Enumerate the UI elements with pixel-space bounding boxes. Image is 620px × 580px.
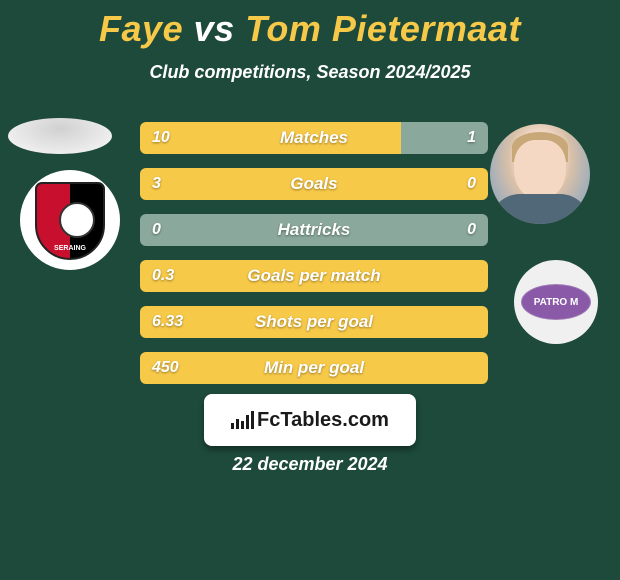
stat-value-left: 3 bbox=[152, 168, 161, 200]
stat-label: Goals per match bbox=[140, 260, 488, 292]
logo-bar-icon bbox=[236, 419, 239, 429]
subtitle: Club competitions, Season 2024/2025 bbox=[0, 62, 620, 83]
date-text: 22 december 2024 bbox=[0, 454, 620, 475]
comparison-card: Faye vs Tom Pietermaat Club competitions… bbox=[0, 0, 620, 580]
stat-value-left: 450 bbox=[152, 352, 179, 384]
stat-row: Goals per match0.3 bbox=[140, 260, 488, 292]
stat-value-left: 10 bbox=[152, 122, 170, 154]
shield-inner-circle bbox=[59, 202, 95, 238]
player1-name: Faye bbox=[99, 8, 183, 49]
player1-club-badge: SERAING bbox=[20, 170, 120, 270]
stat-label: Hattricks bbox=[140, 214, 488, 246]
vs-text: vs bbox=[194, 8, 235, 49]
player2-name: Tom Pietermaat bbox=[245, 8, 521, 49]
stat-row: Hattricks0 0 bbox=[140, 214, 488, 246]
avatar-body-icon bbox=[490, 194, 590, 224]
avatar-face-icon bbox=[514, 140, 566, 200]
page-title: Faye vs Tom Pietermaat bbox=[0, 0, 620, 50]
seraing-badge-icon: SERAING bbox=[30, 180, 110, 260]
player1-avatar bbox=[8, 118, 112, 154]
logo-bar-icon bbox=[241, 421, 244, 429]
stat-value-left: 0.3 bbox=[152, 260, 174, 292]
brand-text: FcTables.com bbox=[257, 409, 389, 432]
stat-row: Min per goal450 bbox=[140, 352, 488, 384]
player2-avatar bbox=[490, 124, 590, 224]
brand-box: FcTables.com bbox=[204, 394, 416, 446]
stat-label: Shots per goal bbox=[140, 306, 488, 338]
logo-bar-icon bbox=[246, 415, 249, 429]
stat-label: Goals bbox=[140, 168, 488, 200]
shield-text: SERAING bbox=[37, 245, 103, 252]
stat-row: Goals3 0 bbox=[140, 168, 488, 200]
stat-row: Shots per goal6.33 bbox=[140, 306, 488, 338]
patro-badge-icon: PATRO M bbox=[521, 284, 591, 320]
logo-bar-icon bbox=[231, 423, 234, 429]
stat-value-right: 1 bbox=[467, 122, 476, 154]
shield-icon: SERAING bbox=[35, 182, 105, 260]
player2-club-badge: PATRO M bbox=[514, 260, 598, 344]
logo-bar-icon bbox=[251, 411, 254, 429]
stat-value-left: 0 bbox=[152, 214, 161, 246]
stat-label: Matches bbox=[140, 122, 488, 154]
stats-bars: Matches101Goals30Hattricks00Goals per ma… bbox=[140, 122, 488, 398]
stat-value-left: 6.33 bbox=[152, 306, 183, 338]
stat-value-right: 0 bbox=[467, 214, 476, 246]
stat-value-right: 0 bbox=[467, 168, 476, 200]
fctables-logo: FcTables.com bbox=[231, 409, 389, 432]
stat-row: Matches10 1 bbox=[140, 122, 488, 154]
stat-label: Min per goal bbox=[140, 352, 488, 384]
bar-chart-icon bbox=[231, 411, 254, 429]
